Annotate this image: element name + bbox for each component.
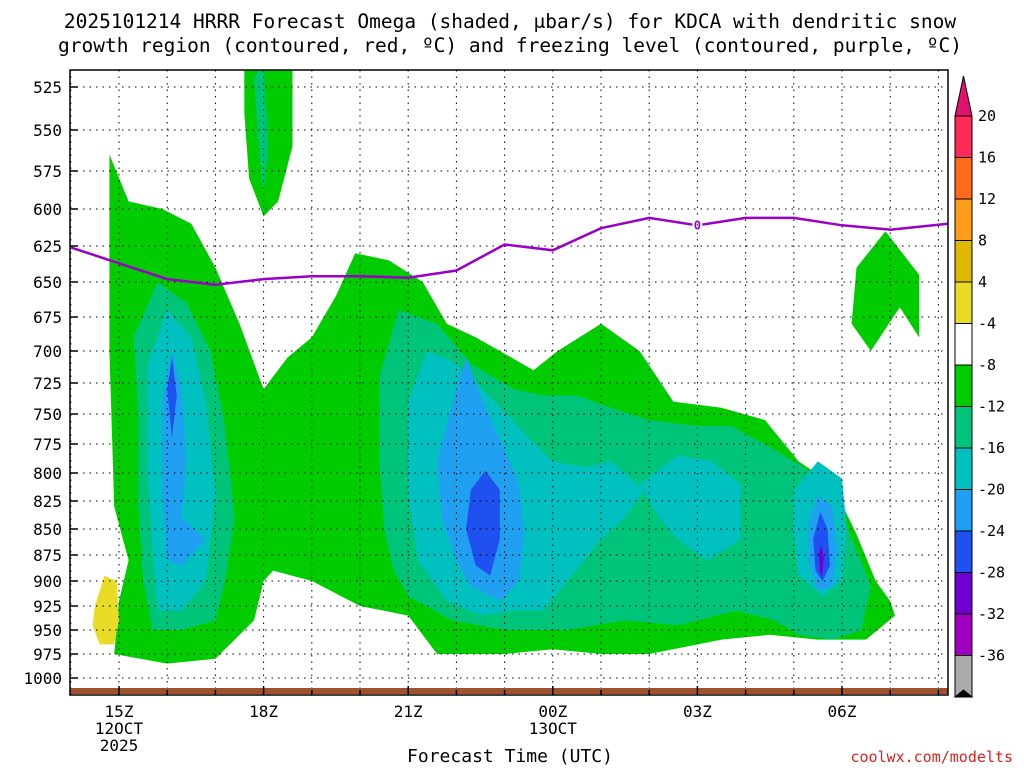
- chart-title-line-1: 2025101214 HRRR Forecast Omega (shaded, …: [64, 10, 956, 33]
- y-tick-label-950: 950: [33, 621, 62, 640]
- y-axis: 525 550 575 600 625 650 675 700 725 750 775 800 825 8…: [23, 78, 78, 688]
- x-tick-label-9-0: 00Z: [538, 702, 567, 721]
- colorbar-label-6: -8: [978, 356, 996, 374]
- y-tick-label-525: 525: [33, 78, 62, 97]
- freezing-level-label-bg: [692, 219, 703, 232]
- colorbar-label-7: -12: [978, 398, 1005, 416]
- colorbar-label-5: -4: [978, 315, 996, 333]
- ground-surface: [70, 688, 948, 694]
- y-tick-label-925: 925: [33, 597, 62, 616]
- y-tick-label-650: 650: [33, 273, 62, 292]
- colorbar-label-9: -20: [978, 481, 1005, 499]
- omega-shading: [92, 70, 920, 664]
- omega-region-lt-neg12-9: [639, 455, 741, 561]
- chart-title-line-2: growth region (contoured, red, ºC) and f…: [58, 34, 962, 57]
- y-tick-label-975: 975: [33, 645, 62, 664]
- freezing-level-contour: [70, 216, 948, 287]
- colorbar-swatch-9: [954, 489, 973, 532]
- colorbar-label-11: -28: [978, 564, 1005, 582]
- x-tick-label-3-0: 18Z: [249, 702, 278, 721]
- y-tick-label-625: 625: [33, 237, 62, 256]
- colorbar-label-2: 12: [978, 190, 996, 208]
- colorbar-label-0: 20: [978, 107, 996, 125]
- colorbar: 20 16 12 8 4 -4 -8 -12 -16 -20 -24 -28 -32 -36: [953, 75, 1005, 698]
- colorbar-swatch-8: [954, 447, 973, 490]
- omega-region-lt-neg8-5: [254, 70, 269, 194]
- colorbar-swatch-10: [954, 530, 973, 573]
- colorbar-swatch-5: [954, 323, 973, 366]
- colorbar-label-8: -16: [978, 439, 1005, 457]
- colorbar-bottom-arrow: [953, 689, 974, 698]
- y-tick-label-850: 850: [33, 520, 62, 539]
- colorbar-top-arrow: [954, 75, 973, 117]
- x-tick-label-6-0: 21Z: [394, 702, 423, 721]
- colorbar-label-4: 4: [978, 273, 987, 291]
- x-tick-label-15-0: 06Z: [828, 702, 857, 721]
- colorbar-label-1: 16: [978, 149, 996, 167]
- colorbar-swatch-0: [954, 115, 973, 158]
- y-tick-label-550: 550: [33, 121, 62, 140]
- colorbar-swatch-1: [954, 157, 973, 200]
- omega-region-lt-neg4-2: [851, 231, 920, 351]
- colorbar-swatch-7: [954, 406, 973, 449]
- colorbar-swatch-4: [954, 281, 973, 324]
- x-tick-label-9-1: 13OCT: [529, 719, 578, 738]
- y-tick-label-700: 700: [33, 342, 62, 361]
- freezing-level-label: 0: [694, 218, 701, 232]
- plot-area: 0: [69, 69, 949, 696]
- colorbar-swatch-11: [954, 572, 973, 615]
- y-tick-label-775: 775: [33, 435, 62, 454]
- y-tick-label-900: 900: [33, 572, 62, 591]
- y-tick-label-750: 750: [33, 405, 62, 424]
- colorbar-swatch-3: [954, 240, 973, 283]
- x-tick-label-12-0: 03Z: [683, 702, 712, 721]
- gridlines: [70, 70, 948, 695]
- y-tick-label-675: 675: [33, 308, 62, 327]
- x-axis-label: Forecast Time (UTC): [407, 746, 613, 767]
- y-tick-label-1000: 1000: [23, 669, 62, 688]
- y-tick-label-825: 825: [33, 492, 62, 511]
- colorbar-swatch-6: [954, 364, 973, 407]
- omega-region-lt-neg20-14: [167, 357, 177, 438]
- omega-region-gt-4-18: [92, 575, 119, 645]
- colorbar-swatch-12: [954, 613, 973, 656]
- colorbar-label-12: -32: [978, 605, 1005, 623]
- colorbar-label-3: 8: [978, 232, 987, 250]
- colorbar-label-10: -24: [978, 522, 1005, 540]
- y-tick-label-800: 800: [33, 464, 62, 483]
- omega-region-lt-neg20-15: [466, 470, 500, 576]
- y-tick-label-725: 725: [33, 374, 62, 393]
- x-tick-label-0-0: 15Z: [105, 702, 134, 721]
- y-tick-label-575: 575: [33, 162, 62, 181]
- x-tick-label-0-1: 12OCT: [95, 719, 144, 738]
- y-tick-label-600: 600: [33, 200, 62, 219]
- x-tick-label-0-2: 2025: [100, 736, 139, 755]
- colorbar-label-13: -36: [978, 647, 1005, 665]
- freezing-level-line: 0: [70, 216, 948, 287]
- y-tick-label-875: 875: [33, 546, 62, 565]
- credit-text: coolwx.com/modelts: [850, 748, 1013, 766]
- omega-region-lt-neg24-17: [818, 544, 824, 579]
- colorbar-swatch-2: [954, 198, 973, 241]
